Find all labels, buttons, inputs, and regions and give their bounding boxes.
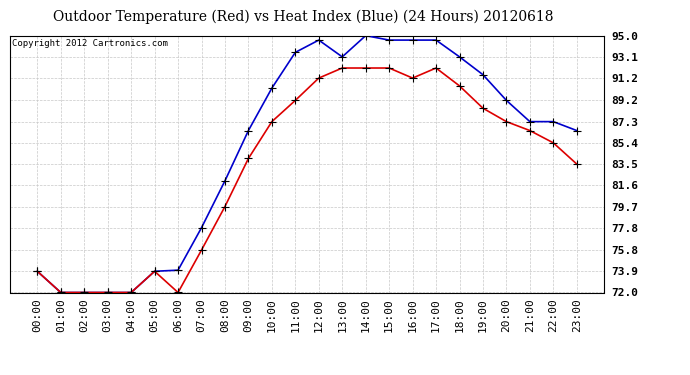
Text: Outdoor Temperature (Red) vs Heat Index (Blue) (24 Hours) 20120618: Outdoor Temperature (Red) vs Heat Index … [53, 9, 554, 24]
Text: Copyright 2012 Cartronics.com: Copyright 2012 Cartronics.com [12, 39, 168, 48]
